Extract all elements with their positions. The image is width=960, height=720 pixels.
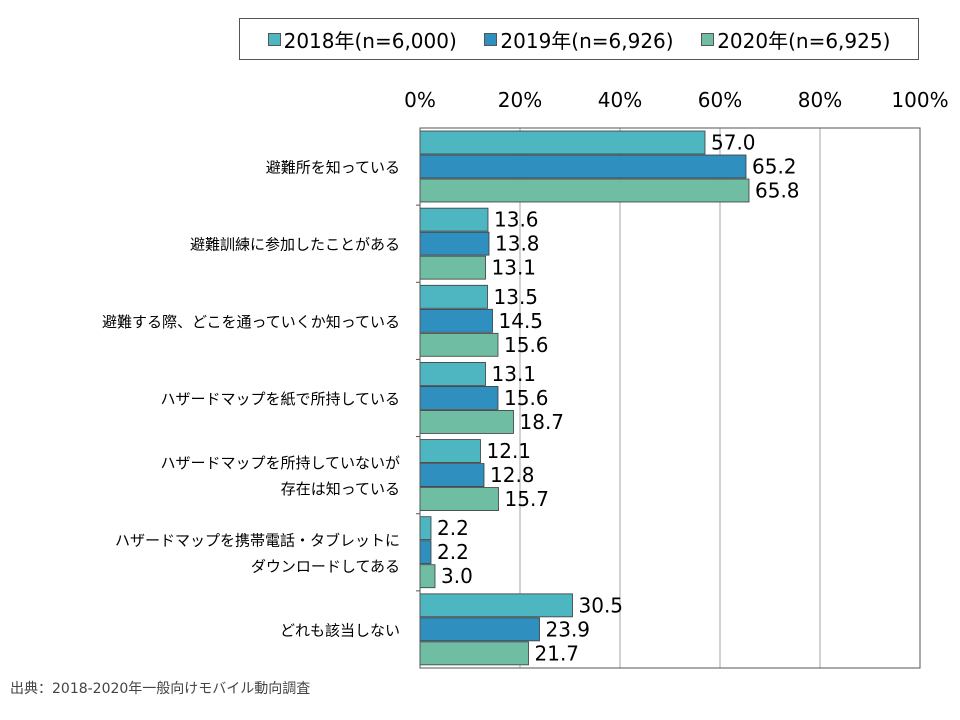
category-label: ダウンロードしてある (251, 557, 400, 575)
bar (419, 154, 747, 179)
category-label: 避難訓練に参加したことがある (190, 236, 400, 254)
bar (419, 593, 573, 618)
bar (419, 255, 486, 280)
bar (419, 564, 436, 589)
data-label: 3.0 (441, 564, 473, 588)
bar (419, 463, 485, 487)
data-label: 18.7 (520, 410, 565, 434)
data-label: 13.1 (492, 256, 537, 280)
legend-item: 2018年(n=6,000) (267, 25, 457, 54)
legend-swatch (267, 32, 281, 46)
data-label: 12.1 (487, 439, 532, 463)
bar (419, 178, 750, 203)
legend-item: 2020年(n=6,925) (701, 25, 890, 54)
bar (419, 641, 529, 666)
category-label: 避難する際、どこを通っていくか知っている (102, 313, 400, 331)
data-label: 14.5 (499, 309, 544, 333)
data-label: 15.6 (504, 386, 549, 410)
category-label: 存在は知っている (281, 480, 400, 498)
bar (419, 540, 432, 565)
data-label: 65.2 (752, 155, 797, 179)
data-label: 30.5 (579, 593, 624, 617)
category-label: ハザードマップを所持していないが (160, 454, 400, 472)
bar (419, 487, 499, 511)
data-label: 57.0 (711, 131, 756, 155)
bar (419, 207, 489, 232)
bar (419, 617, 540, 642)
x-tick-label: 0% (404, 88, 436, 112)
data-label: 15.7 (505, 487, 550, 511)
x-tick-label: 40% (598, 88, 642, 112)
data-label: 23.9 (546, 617, 591, 641)
bar (419, 362, 486, 386)
legend-label: 2019年(n=6,926) (500, 28, 674, 53)
bar (419, 410, 514, 434)
data-label: 2.2 (437, 540, 469, 564)
legend-item: 2019年(n=6,926) (484, 25, 674, 54)
data-label: 13.5 (494, 285, 539, 309)
bar (419, 386, 499, 410)
legend-swatch (701, 32, 715, 46)
category-label: ハザードマップを紙で所持している (160, 390, 400, 408)
legend-swatch (484, 32, 498, 46)
bar (419, 284, 488, 309)
data-label: 21.7 (535, 641, 580, 665)
category-label: ハザードマップを携帯電話・タブレットに (115, 531, 400, 549)
chart-legend: 2018年(n=6,000) 2019年(n=6,926) 2020年(n=6,92… (239, 18, 919, 60)
source-note: 出典：2018-2020年一般向けモバイル動向調査 (10, 681, 311, 697)
legend-label: 2020年(n=6,925) (717, 28, 891, 53)
data-label: 13.8 (495, 232, 540, 256)
category-label: どれも該当しない (280, 621, 400, 639)
x-tick-label: 100% (891, 88, 948, 112)
bar (419, 516, 432, 541)
bar (419, 231, 490, 256)
category-label: 避難所を知っている (266, 159, 400, 177)
bar (419, 308, 493, 333)
bar (419, 130, 706, 155)
plot-area (420, 128, 920, 668)
data-label: 2.2 (437, 516, 469, 540)
data-label: 13.6 (494, 208, 539, 232)
plot-border (419, 127, 921, 669)
bar (419, 332, 499, 357)
data-label: 12.8 (490, 463, 535, 487)
x-tick-label: 20% (498, 88, 542, 112)
x-tick-label: 80% (798, 88, 842, 112)
data-label: 13.1 (492, 362, 537, 386)
data-label: 65.8 (755, 179, 800, 203)
data-label: 15.6 (504, 333, 549, 357)
x-tick-label: 60% (698, 88, 742, 112)
legend-label: 2018年(n=6,000) (283, 28, 457, 53)
bar (419, 439, 481, 463)
